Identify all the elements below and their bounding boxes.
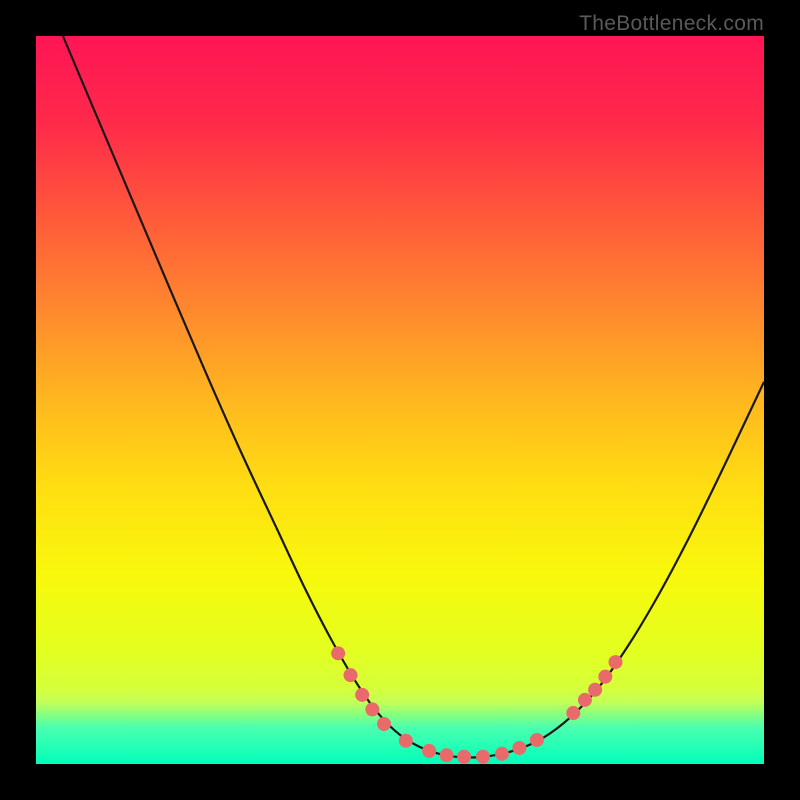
marker-dot	[476, 750, 490, 764]
marker-dot	[512, 741, 526, 755]
marker-dot	[422, 744, 436, 758]
marker-dot	[588, 683, 602, 697]
marker-dot	[343, 668, 357, 682]
plot-area	[36, 36, 764, 764]
marker-dot	[578, 693, 592, 707]
marker-dot	[566, 706, 580, 720]
marker-dot	[365, 702, 379, 716]
marker-dot	[331, 646, 345, 660]
marker-dot	[608, 655, 622, 669]
marker-dot	[377, 717, 391, 731]
chart-overlay	[36, 36, 764, 764]
marker-dot	[598, 670, 612, 684]
marker-dot	[355, 688, 369, 702]
marker-dot	[495, 747, 509, 761]
marker-dot	[399, 734, 413, 748]
marker-dot	[457, 750, 471, 764]
marker-dot	[530, 733, 544, 747]
watermark: TheBottleneck.com	[579, 12, 764, 36]
bottleneck-curve	[63, 36, 764, 758]
markers-group	[331, 646, 622, 763]
marker-dot	[440, 748, 454, 762]
